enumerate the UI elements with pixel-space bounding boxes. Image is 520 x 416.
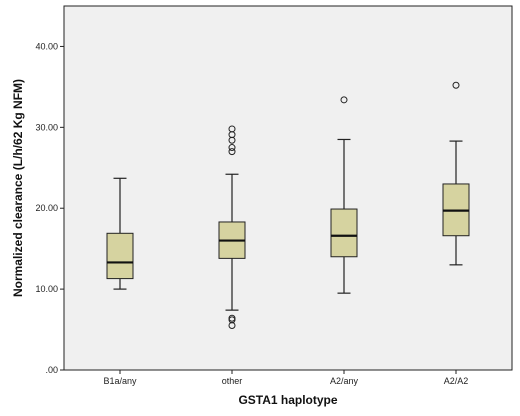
x-tick-label: other bbox=[222, 376, 243, 386]
outlier-point bbox=[228, 314, 236, 322]
y-tick-label: 20.00 bbox=[35, 203, 58, 213]
x-tick-label: B1a/any bbox=[103, 376, 137, 386]
iqr-box bbox=[330, 208, 358, 258]
outlier-point bbox=[452, 81, 460, 89]
y-axis-title: Normalized clearance (L/h/62 Kg NFM) bbox=[11, 79, 25, 297]
box-group-a2-any bbox=[330, 96, 358, 294]
x-axis-title: GSTA1 haplotype bbox=[238, 393, 337, 407]
plot-area bbox=[63, 5, 513, 371]
x-tick-label: A2/A2 bbox=[444, 376, 469, 386]
box-group-other bbox=[218, 125, 246, 330]
y-tick-label: 10.00 bbox=[35, 284, 58, 294]
y-tick-label: 30.00 bbox=[35, 122, 58, 132]
x-axis: B1a/any other A2/any A2/A2 bbox=[103, 370, 468, 386]
y-axis: .00 10.00 20.00 30.00 40.00 bbox=[35, 41, 64, 375]
x-tick-label: A2/any bbox=[330, 376, 359, 386]
box-group-a2-a2 bbox=[442, 81, 470, 266]
y-tick-label: 40.00 bbox=[35, 41, 58, 51]
outlier-point bbox=[228, 148, 236, 156]
iqr-box bbox=[106, 232, 134, 280]
outlier-point bbox=[228, 125, 236, 133]
outlier-point bbox=[228, 144, 236, 152]
outlier-point bbox=[340, 96, 348, 104]
box-group-b1a-any bbox=[106, 177, 134, 290]
box-series bbox=[106, 81, 470, 330]
y-tick-label: .00 bbox=[45, 365, 58, 375]
